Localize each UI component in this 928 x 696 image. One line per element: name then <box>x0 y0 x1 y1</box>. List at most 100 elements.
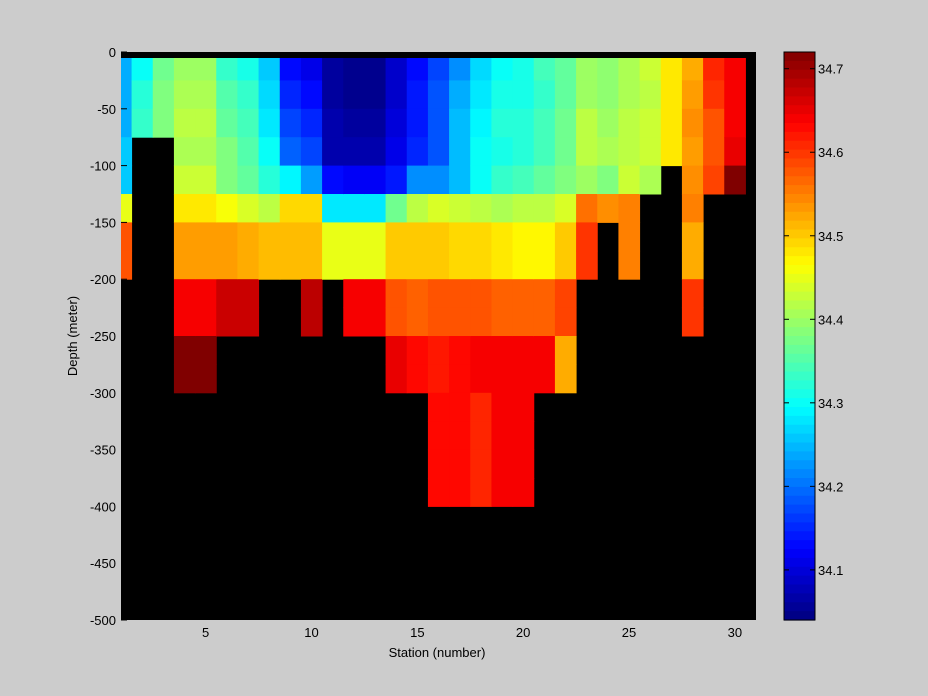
heatmap-cell <box>364 250 387 280</box>
heatmap-cell <box>470 478 492 507</box>
heatmap-cell <box>343 222 365 252</box>
heatmap-cell <box>449 194 471 223</box>
heatmap-cell <box>554 165 577 195</box>
heatmap-cell <box>385 307 408 337</box>
heatmap-cell <box>258 194 281 223</box>
heatmap-cell <box>618 250 641 280</box>
colorbar-segment <box>784 69 815 80</box>
heatmap-cell <box>491 364 514 394</box>
colorbar-segment <box>784 486 815 497</box>
colorbar-segment <box>784 469 815 479</box>
colorbar-segment <box>784 318 815 328</box>
heatmap-cell <box>322 80 344 110</box>
colorbar-segment <box>784 220 815 231</box>
heatmap-cell <box>195 194 217 223</box>
heatmap-cell <box>121 137 133 167</box>
heatmap-cell <box>639 80 662 110</box>
heatmap-cell <box>533 52 556 81</box>
colorbar-segment <box>784 593 815 603</box>
heatmap-cell <box>597 194 619 223</box>
heatmap-cell <box>173 250 196 280</box>
heatmap-cell <box>300 165 323 195</box>
colorbar-segment <box>784 380 815 390</box>
heatmap-cell <box>385 165 408 195</box>
heatmap-cell <box>237 279 260 309</box>
colorbar-segment <box>784 602 815 612</box>
heatmap-cell <box>512 250 535 280</box>
colorbar-segment <box>784 433 815 444</box>
heatmap-cell <box>512 421 535 451</box>
colorbar-segment <box>784 389 815 399</box>
heatmap-cell <box>279 222 302 252</box>
heatmap-cell <box>427 165 450 195</box>
x-tick-label: 10 <box>304 625 318 640</box>
heatmap-cell <box>703 137 725 167</box>
colorbar-segment <box>784 291 815 302</box>
heatmap-cell <box>406 80 429 110</box>
colorbar-segment <box>784 557 815 568</box>
colorbar-segment <box>784 549 815 559</box>
heatmap-cell <box>554 307 577 337</box>
heatmap-cell <box>512 478 535 507</box>
heatmap-cell <box>406 364 429 394</box>
heatmap-cell <box>427 336 450 365</box>
heatmap-cell <box>597 165 619 195</box>
heatmap-cell <box>724 165 746 195</box>
colorbar-segment <box>784 229 815 239</box>
heatmap-cell <box>173 194 196 223</box>
heatmap-cell <box>491 336 514 365</box>
heatmap-cell <box>343 307 365 337</box>
heatmap-cell <box>385 80 408 110</box>
colorbar-segment <box>784 584 815 594</box>
heatmap-cell <box>195 364 217 394</box>
heatmap-cell <box>173 336 196 365</box>
colorbar-segment <box>784 540 815 550</box>
heatmap-cell <box>703 108 725 138</box>
heatmap-cell <box>216 137 238 167</box>
heatmap-cell <box>364 194 387 223</box>
heatmap-cell <box>554 194 577 223</box>
heatmap-cell <box>512 137 535 167</box>
heatmap-cell <box>173 307 196 337</box>
heatmap-cell <box>491 52 514 81</box>
heatmap-cell <box>427 421 450 451</box>
heatmap-cell <box>449 392 471 422</box>
colorbar-segment <box>784 105 815 115</box>
heatmap-cell <box>364 52 387 81</box>
heatmap-cell <box>449 364 471 394</box>
colorbar-segment <box>784 504 815 515</box>
heatmap-cell <box>300 108 323 138</box>
colorbar-segment <box>784 96 815 106</box>
colorbar-segment <box>784 353 815 364</box>
heatmap-cell <box>512 364 535 394</box>
heatmap-cell <box>491 165 514 195</box>
heatmap-cell <box>131 80 154 110</box>
heatmap-cell <box>195 336 217 365</box>
heatmap-cell <box>491 392 514 422</box>
y-tick-label: -350 <box>90 443 116 458</box>
heatmap-cell <box>195 222 217 252</box>
heatmap-cell <box>491 250 514 280</box>
heatmap-cell <box>470 52 492 81</box>
heatmap-cell <box>237 52 260 81</box>
colorbar-segment <box>784 211 815 222</box>
heatmap-cell <box>131 52 154 81</box>
heatmap-cell <box>385 137 408 167</box>
x-tick-label: 25 <box>622 625 636 640</box>
heatmap-cell <box>364 137 387 167</box>
heatmap-cell <box>470 364 492 394</box>
heatmap-cell <box>364 108 387 138</box>
heatmap-cell <box>639 52 662 81</box>
heatmap-cell <box>322 108 344 138</box>
heatmap-cell <box>195 80 217 110</box>
heatmap-cell <box>385 250 408 280</box>
heatmap-cell <box>173 137 196 167</box>
heatmap-cell <box>660 137 683 167</box>
heatmap-cell <box>343 80 365 110</box>
heatmap-cell <box>131 108 154 138</box>
heatmap-cell <box>406 336 429 365</box>
colorbar-segment <box>784 158 815 168</box>
colorbar-segment <box>784 513 815 523</box>
heatmap-cell <box>173 222 196 252</box>
heatmap-cell <box>576 108 598 138</box>
